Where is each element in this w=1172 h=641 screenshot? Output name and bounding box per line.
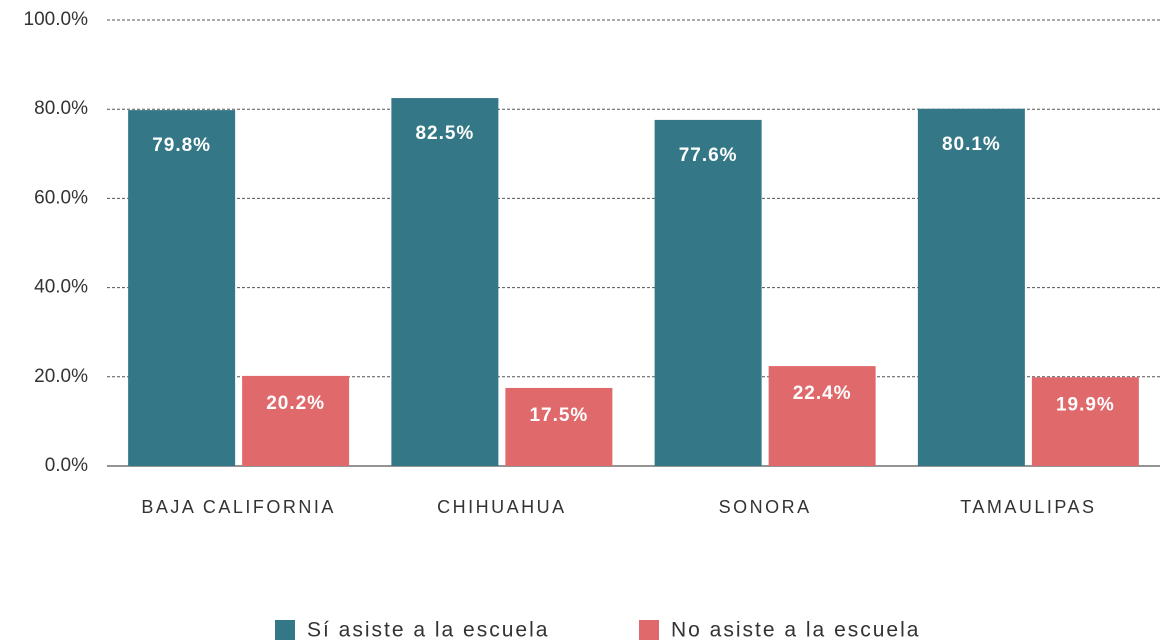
bar <box>768 366 876 466</box>
value-label: 20.2% <box>266 393 325 414</box>
legend-label: Sí asiste a la escuela <box>307 619 549 641</box>
legend-swatch <box>275 620 295 640</box>
legend-label: No asiste a la escuela <box>671 619 920 641</box>
x-tick-label: TAMAULIPAS <box>960 497 1096 517</box>
value-label: 19.9% <box>1056 394 1115 415</box>
x-tick-label: BAJA CALIFORNIA <box>141 497 336 517</box>
y-tick-label: 40.0% <box>34 277 88 298</box>
y-tick-label: 100.0% <box>24 9 89 30</box>
bar <box>917 108 1025 466</box>
value-label: 22.4% <box>793 383 852 404</box>
value-label: 17.5% <box>529 405 588 426</box>
value-label: 80.1% <box>942 134 1001 155</box>
x-tick-label: SONORA <box>719 497 812 517</box>
y-tick-label: 20.0% <box>34 366 88 387</box>
bar <box>391 98 499 467</box>
y-tick-label: 60.0% <box>34 187 88 208</box>
bar <box>242 375 350 466</box>
y-tick-label: 0.0% <box>45 455 88 476</box>
bar <box>1031 377 1139 466</box>
y-tick-label: 80.0% <box>34 98 88 119</box>
bar <box>505 387 613 466</box>
bar <box>654 119 762 467</box>
value-label: 77.6% <box>679 145 738 166</box>
value-label: 82.5% <box>415 123 474 144</box>
value-label: 79.8% <box>152 135 211 156</box>
legend-swatch <box>639 620 659 640</box>
x-tick-label: CHIHUAHUA <box>437 497 567 517</box>
bar <box>128 110 236 466</box>
